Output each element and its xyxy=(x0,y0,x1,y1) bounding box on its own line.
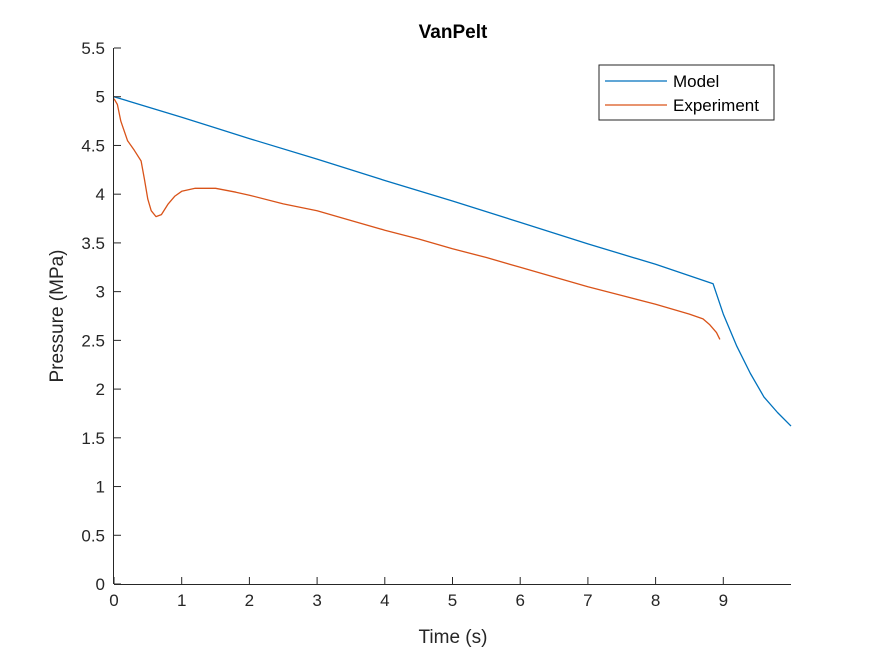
y-tick-label: 2.5 xyxy=(81,331,105,350)
y-tick-label: 3 xyxy=(96,283,105,302)
x-tick-label: 7 xyxy=(583,591,592,610)
legend-label-experiment: Experiment xyxy=(673,96,759,115)
x-tick-label: 5 xyxy=(448,591,457,610)
x-tick-label: 0 xyxy=(109,591,118,610)
x-tick-label: 9 xyxy=(719,591,728,610)
y-tick-label: 2 xyxy=(96,380,105,399)
x-tick-label: 8 xyxy=(651,591,660,610)
legend-box xyxy=(598,64,775,121)
x-tick-label: 6 xyxy=(515,591,524,610)
y-tick-label: 3.5 xyxy=(81,234,105,253)
y-tick-label: 4 xyxy=(96,185,105,204)
y-axis-title: Pressure (MPa) xyxy=(47,249,68,382)
y-tick-label: 1 xyxy=(96,478,105,497)
x-tick-label: 3 xyxy=(312,591,321,610)
x-tick-label: 2 xyxy=(245,591,254,610)
series-line-experiment xyxy=(113,98,721,340)
y-tick-label: 0 xyxy=(96,575,105,594)
series-line-model xyxy=(113,96,792,427)
y-tick-label: 4.5 xyxy=(81,136,105,155)
x-tick-label: 1 xyxy=(177,591,186,610)
y-tick-label: 0.5 xyxy=(81,526,105,545)
y-axis-ticks: 0 0.5 1 1.5 2 2.5 3 3.5 4 4.5 5 5.5 xyxy=(81,39,121,594)
plot-background xyxy=(114,48,791,584)
legend: Model Experiment xyxy=(598,64,775,121)
x-axis-ticks: 0 1 2 3 4 5 6 7 8 9 xyxy=(109,577,728,610)
y-tick-label: 5.5 xyxy=(81,39,105,58)
y-tick-label: 1.5 xyxy=(81,429,105,448)
legend-label-model: Model xyxy=(673,72,719,91)
axes-layer: 0 1 2 3 4 5 6 7 8 9 0 0.5 1 1.5 2 2.5 3 3.5 4 4.5 5 5.5 xyxy=(81,39,791,610)
x-axis-title: Time (s) xyxy=(419,627,488,648)
chart-title: VanPelt xyxy=(419,22,488,43)
plot-area xyxy=(113,48,792,584)
series-layer xyxy=(113,96,792,427)
x-tick-label: 4 xyxy=(380,591,389,610)
y-tick-label: 5 xyxy=(96,88,105,107)
